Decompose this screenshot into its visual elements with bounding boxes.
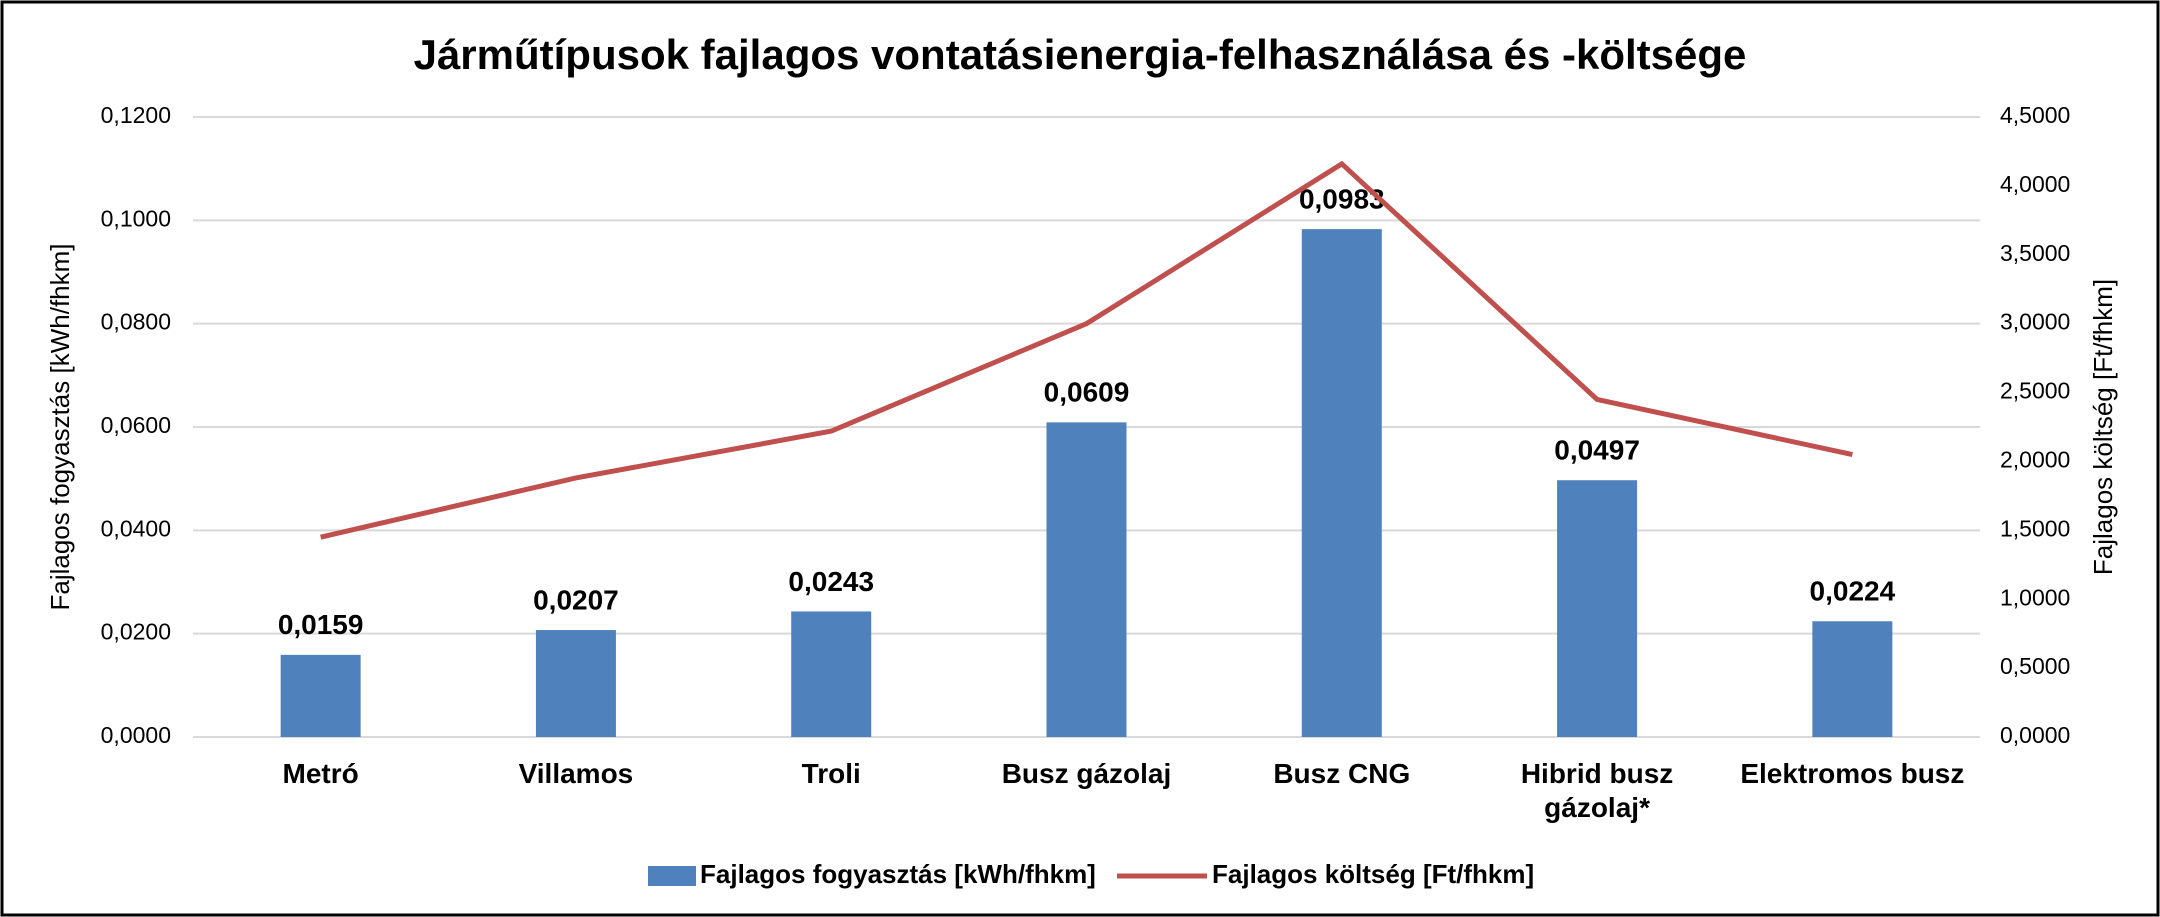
y2-tick-label: 4,5000	[2000, 102, 2070, 128]
y-axis-title: Fajlagos fogyasztás [kWh/fhkm]	[45, 243, 75, 610]
data-label: 0,0609	[1044, 377, 1130, 408]
y-tick-label: 0,0000	[101, 722, 171, 748]
y2-tick-label: 0,5000	[2000, 653, 2070, 679]
y2-tick-label: 4,0000	[2000, 171, 2070, 197]
y2-tick-label: 2,0000	[2000, 447, 2070, 473]
line	[320, 160, 1853, 540]
data-label: 0,0243	[788, 566, 874, 597]
bar	[1046, 422, 1127, 737]
y-tick-label: 0,0600	[101, 412, 171, 438]
bar	[1557, 480, 1638, 737]
y-tick-label: 0,1000	[101, 205, 171, 231]
y2-tick-label: 3,0000	[2000, 309, 2070, 335]
bar	[1301, 229, 1382, 737]
x-tick-label: Busz gázolaj	[1001, 758, 1172, 789]
y2-tick-label: 1,5000	[2000, 515, 2070, 541]
y-tick-label: 0,0800	[101, 309, 171, 335]
y2-tick-label: 3,5000	[2000, 240, 2070, 266]
y-tick-label: 0,0200	[101, 619, 171, 645]
data-label: 0,0207	[533, 584, 619, 615]
bar	[791, 611, 872, 737]
x-tick-label: Busz CNG	[1273, 758, 1411, 789]
bar	[1812, 621, 1893, 737]
x-tick-label: Troli	[801, 758, 861, 789]
data-label: 0,0159	[278, 609, 364, 640]
x-tick-label: Elektromos busz	[1740, 758, 1965, 789]
bar	[280, 654, 361, 737]
y2-tick-label: 2,5000	[2000, 378, 2070, 404]
data-label: 0,0224	[1810, 576, 1896, 607]
legend-label: Fajlagos fogyasztás [kWh/fhkm]	[700, 859, 1096, 889]
y2-axis-title: Fajlagos költség [Ft/fhkm]	[2088, 279, 2118, 575]
y-tick-label: 0,1200	[101, 102, 171, 128]
x-tick-label: Hibrid busz gázolaj*	[1520, 758, 1674, 823]
bar	[535, 630, 616, 737]
y2-tick-label: 1,0000	[2000, 584, 2070, 610]
legend-swatch	[648, 866, 696, 886]
x-tick-label: Villamos	[518, 758, 634, 789]
data-label: 0,0497	[1554, 435, 1640, 466]
y2-tick-label: 0,0000	[2000, 722, 2070, 748]
chart-title: Járműtípusok fajlagos vontatásienergia-f…	[414, 31, 1747, 78]
x-tick-label: Metró	[282, 758, 359, 789]
y-tick-label: 0,0400	[101, 515, 171, 541]
legend-label: Fajlagos költség [Ft/fhkm]	[1212, 859, 1534, 889]
